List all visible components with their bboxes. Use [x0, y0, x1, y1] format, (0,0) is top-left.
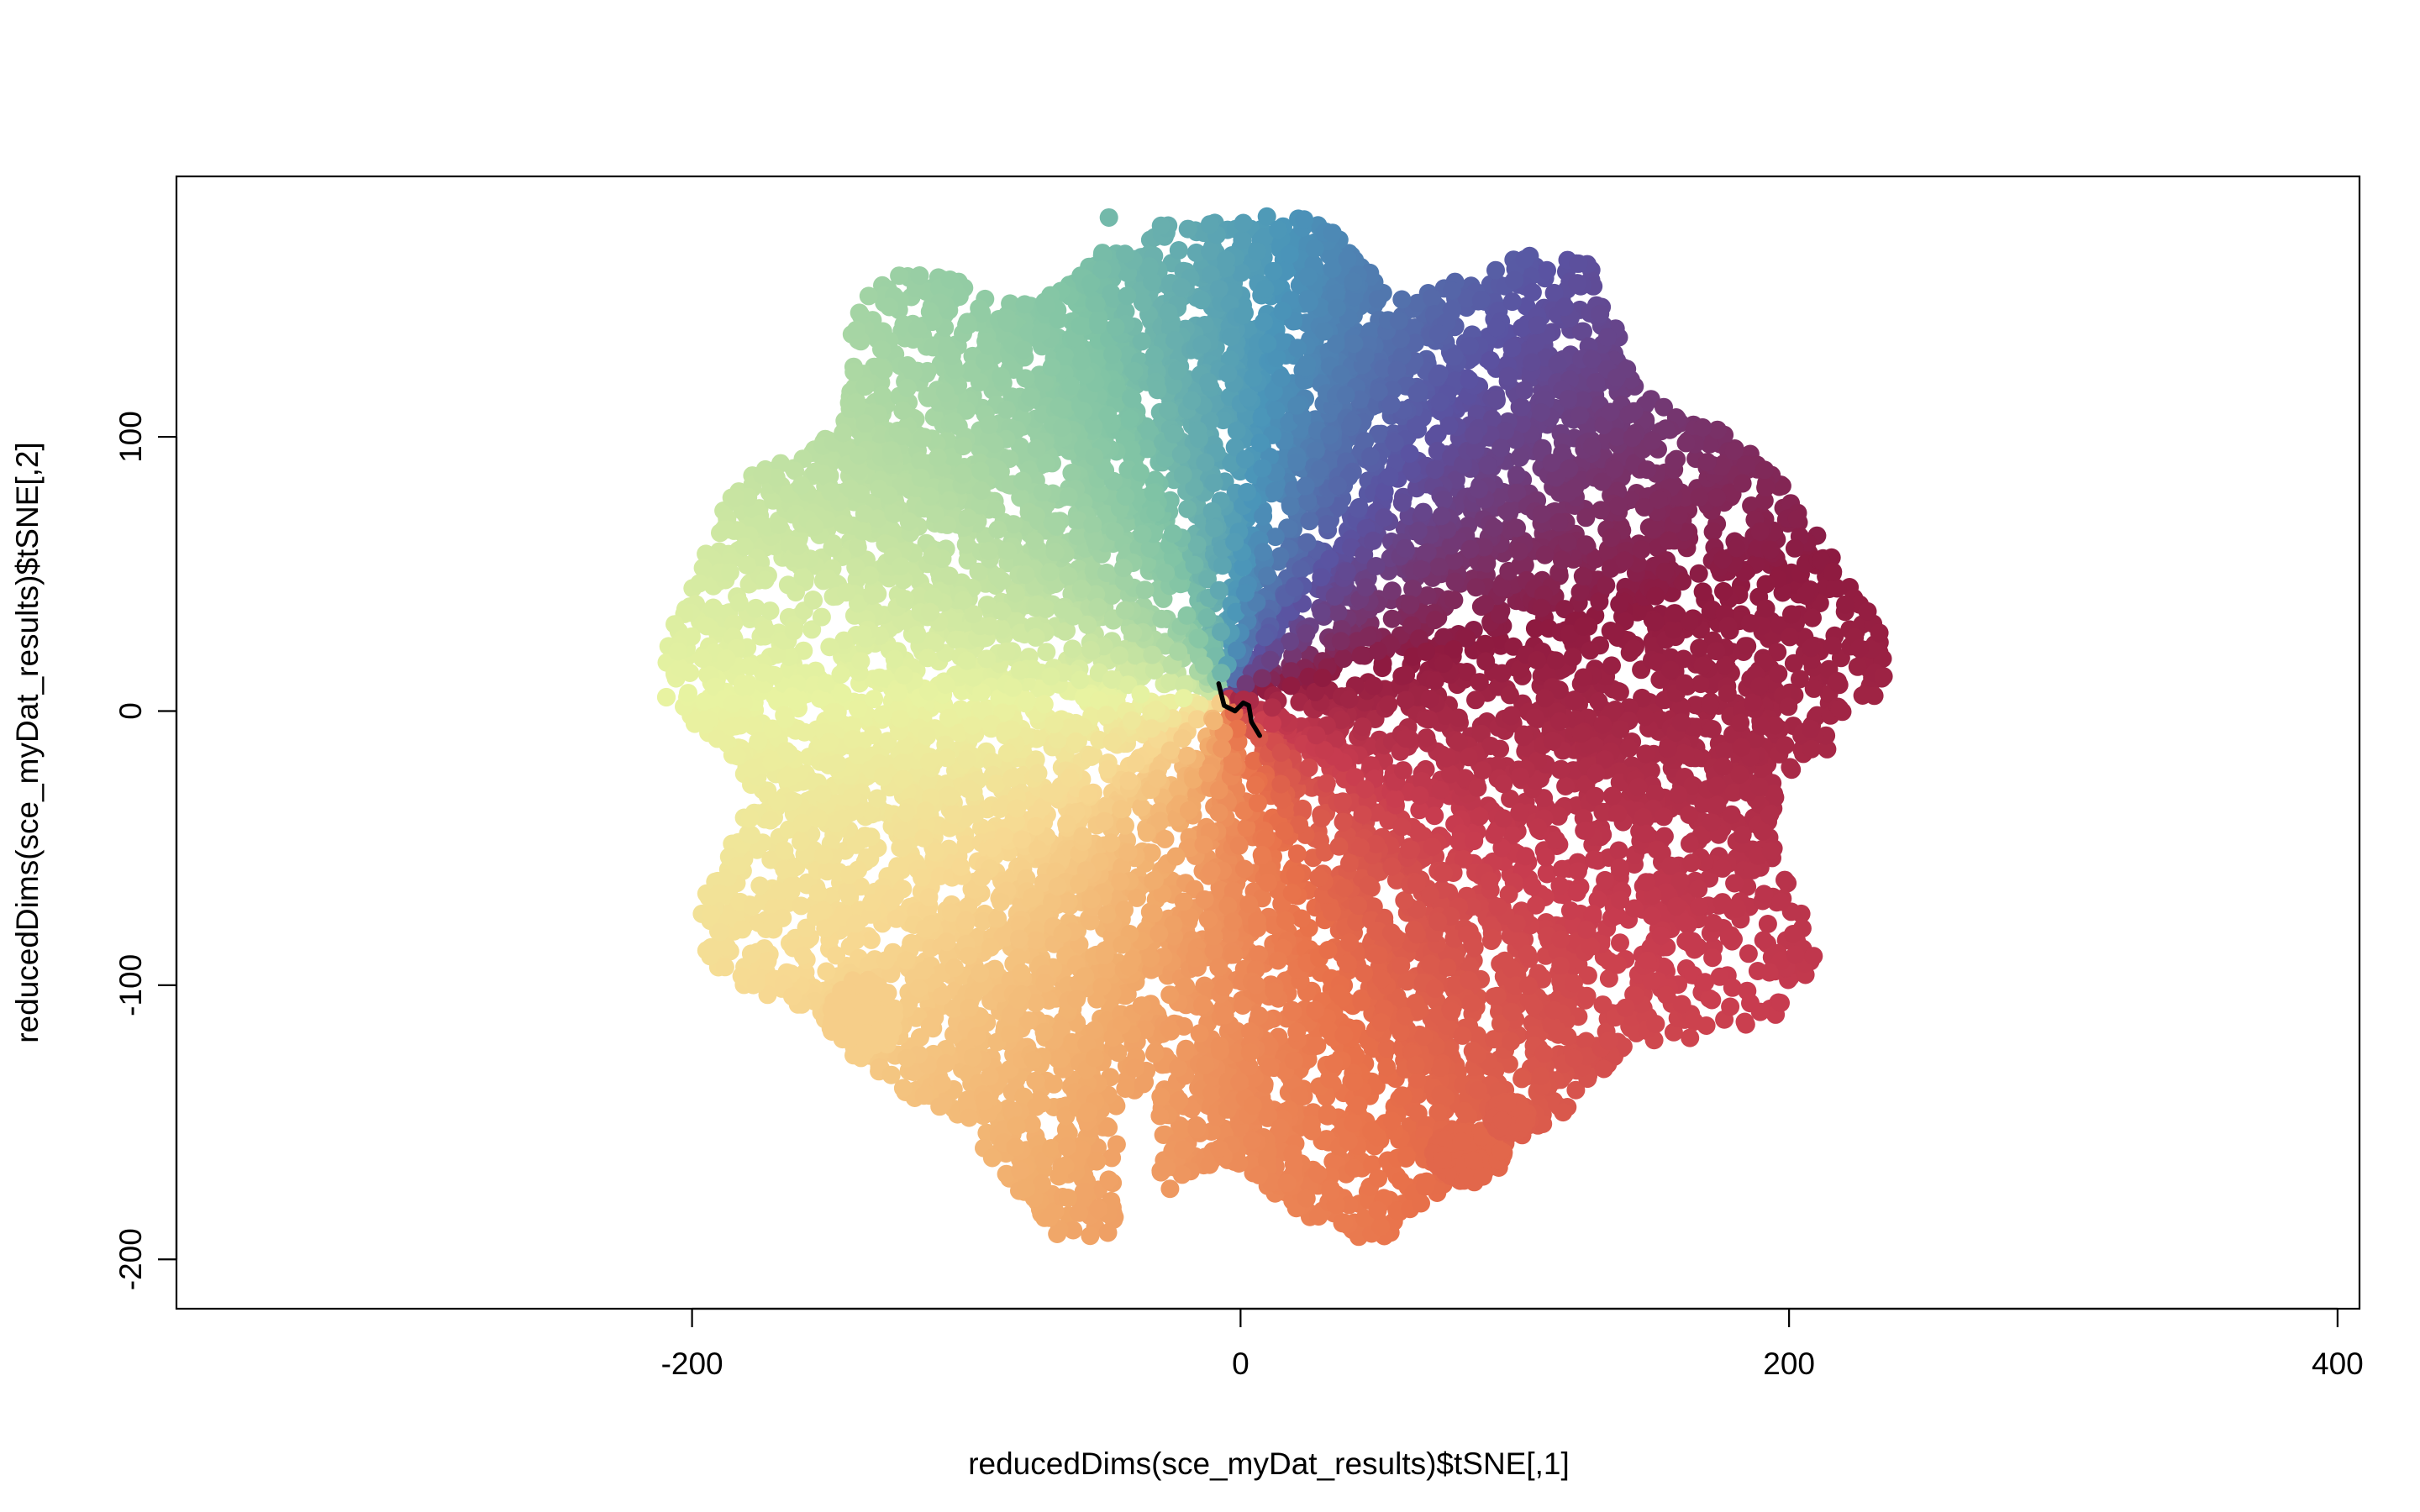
scatter-point: [1685, 1012, 1704, 1032]
scatter-point: [1044, 1074, 1064, 1094]
scatter-point: [897, 951, 916, 969]
scatter-point: [1715, 741, 1734, 760]
scatter-point: [1368, 290, 1387, 309]
scatter-point: [1693, 582, 1712, 601]
scatter-point: [1771, 994, 1790, 1012]
scatter-point: [1377, 1038, 1397, 1058]
scatter-point: [1132, 798, 1151, 817]
scatter-point: [1064, 1221, 1083, 1240]
scatter-point: [1107, 1135, 1126, 1154]
scatter-point: [1758, 915, 1777, 933]
scatter-point: [1665, 451, 1684, 470]
scatter-point: [1599, 969, 1618, 988]
scatter-point: [1776, 870, 1794, 890]
scatter-point: [1672, 995, 1691, 1014]
scatter-point: [1500, 685, 1519, 705]
scatter-point: [1486, 260, 1505, 280]
scatter-point: [1160, 1179, 1180, 1199]
scatter-point: [1636, 744, 1655, 764]
scatter-point: [1518, 944, 1537, 963]
scatter-point: [902, 933, 921, 953]
scatter-points: [657, 207, 1893, 1247]
scatter-point: [1081, 1226, 1100, 1246]
scatter-point: [808, 883, 828, 902]
scatter-point: [1611, 933, 1629, 953]
scatter-point: [1535, 545, 1555, 564]
scatter-point: [1664, 1022, 1683, 1042]
scatter-point: [1721, 997, 1740, 1016]
scatter-point: [750, 876, 770, 895]
